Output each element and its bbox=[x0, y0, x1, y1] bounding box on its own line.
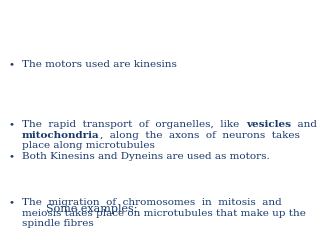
Text: •: • bbox=[8, 60, 14, 69]
Text: Some examples:: Some examples: bbox=[46, 204, 138, 214]
Text: spindle fibres: spindle fibres bbox=[22, 219, 94, 228]
Text: Both Kinesins and Dyneins are used as motors.: Both Kinesins and Dyneins are used as mo… bbox=[22, 152, 270, 161]
Text: •: • bbox=[8, 152, 14, 161]
Text: •: • bbox=[8, 120, 14, 129]
Text: •: • bbox=[8, 198, 14, 207]
Text: meiosis takes place on microtubules that make up the: meiosis takes place on microtubules that… bbox=[22, 209, 306, 217]
Text: ,  along  the  axons  of  neurons  takes: , along the axons of neurons takes bbox=[100, 131, 300, 139]
Text: vesicles: vesicles bbox=[246, 120, 291, 129]
Text: and: and bbox=[291, 120, 317, 129]
Text: mitochondria: mitochondria bbox=[22, 131, 100, 139]
Text: The motors used are kinesins: The motors used are kinesins bbox=[22, 60, 177, 69]
Text: The  migration  of  chromosomes  in  mitosis  and: The migration of chromosomes in mitosis … bbox=[22, 198, 282, 207]
Text: place along microtubules: place along microtubules bbox=[22, 141, 155, 150]
Text: The  rapid  transport  of  organelles,  like: The rapid transport of organelles, like bbox=[22, 120, 246, 129]
